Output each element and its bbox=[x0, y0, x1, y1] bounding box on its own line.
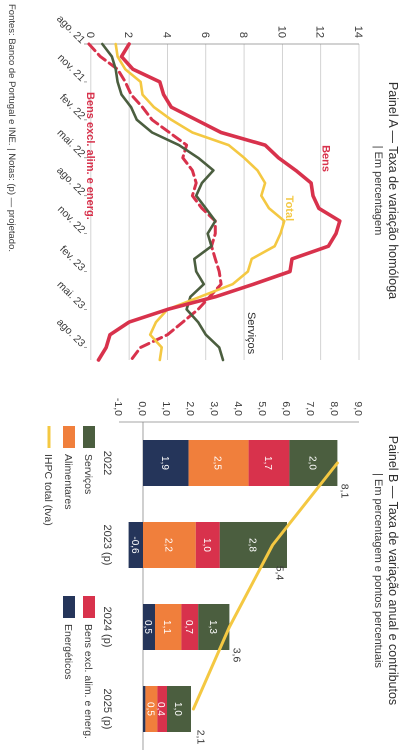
panel-b-bar-label: 1,1 bbox=[161, 620, 172, 634]
panel-a-y-tick-label: 6 bbox=[199, 32, 211, 38]
panel-b-y-tick-label: 8,0 bbox=[328, 401, 340, 416]
panel-b-legend-label: Serviços bbox=[82, 454, 94, 494]
panel-a-series-bens bbox=[96, 42, 342, 362]
panel-b-bar-label: 0,5 bbox=[142, 620, 153, 634]
panel-b-bar-label: 0,4 bbox=[155, 702, 166, 716]
panel-b-legend-swatch-energeticos bbox=[63, 596, 75, 618]
panel-b-bar-label: 1,0 bbox=[172, 702, 183, 716]
panel-a-x-tick-label: mai. 23 bbox=[55, 279, 88, 312]
panel-b-bar-label: 1,7 bbox=[262, 456, 273, 470]
panel-b-total-label: 5,4 bbox=[274, 566, 286, 581]
panel-b-bar-alimentares bbox=[143, 522, 196, 568]
panel-b-bar-label: 1,9 bbox=[159, 456, 170, 470]
panel-b-bar-label: 2,2 bbox=[162, 538, 173, 552]
footnote: Fontes: Banco de Portugal e INE. | Notas… bbox=[6, 4, 17, 253]
panel-b-x-tick-label: 2023 (p) bbox=[101, 525, 113, 566]
panel-b-y-tick-label: 4,0 bbox=[232, 401, 244, 416]
panel-b-x-tick-label: 2025 (p) bbox=[101, 689, 113, 730]
panel-b-subtitle: | Em percentagem e pontos percentuais bbox=[372, 473, 384, 668]
panel-b-bar-servicos bbox=[219, 522, 287, 568]
panel-a-series-servicos bbox=[101, 42, 225, 362]
panel-b-x-tick-label: 2024 (p) bbox=[101, 607, 113, 648]
panel-b-y-tick-label: 6,0 bbox=[280, 401, 292, 416]
panel-b-y-tick-label: 5,0 bbox=[256, 401, 268, 416]
panel-b-legend-swatch-servicos bbox=[83, 426, 95, 448]
panel-a-y-tick-label: 12 bbox=[314, 26, 326, 38]
panel-b-y-tick-label: 9,0 bbox=[352, 401, 364, 416]
panel-b-y-tick-label: 2,0 bbox=[184, 401, 196, 416]
panel-b-bar-label: 1,0 bbox=[201, 538, 212, 552]
panel-a-label-servicos: Serviços bbox=[245, 312, 257, 355]
panel-b-bar-bens_excl_bar bbox=[195, 522, 220, 568]
panel-b-bar-label: -0,6 bbox=[129, 536, 140, 554]
panel-b-bar-servicos bbox=[198, 604, 230, 650]
panel-a-x-tick-label: ago. 23 bbox=[54, 316, 87, 349]
panel-b-bar-bens_excl_bar bbox=[157, 686, 167, 732]
panel-a-label-bens-excl: Bens excl. alim. e energ. bbox=[84, 92, 96, 220]
panel-a-x-tick-label: ago. 21 bbox=[54, 13, 87, 46]
panel-b-legend-swatch-alimentares bbox=[63, 426, 75, 448]
panel-b-chart: -1,0 0,0 1,0 2,0 3,0 4,0 5,0 6,0 7,0 8,0 9,0 2022 20… bbox=[42, 398, 364, 750]
panel-b-bar-label: 1,3 bbox=[207, 620, 218, 634]
panel-b-title: Painel B — Taxa de variação anual e cont… bbox=[386, 435, 400, 706]
panel-b-y-tick-label: 1,0 bbox=[160, 401, 172, 416]
panel-b-total-label: 2,1 bbox=[194, 730, 206, 745]
panel-b-bar-alimentares bbox=[188, 440, 249, 486]
panel-b-bar-label: 0,7 bbox=[183, 620, 194, 634]
panel-b-legend-label: IHPC total (tva) bbox=[42, 454, 54, 526]
panel-a-y-tick-label: 14 bbox=[352, 26, 364, 38]
panel-b-y-tick-label: 0,0 bbox=[136, 401, 148, 416]
panel-b-legend-label: Energéticos bbox=[62, 624, 74, 679]
panel-a-label-bens: Bens bbox=[320, 145, 332, 172]
panel-b-bar-servicos bbox=[289, 440, 338, 486]
panel-b-bar-bens_excl_bar bbox=[248, 440, 290, 486]
panel-b-bar-energeticos bbox=[128, 522, 143, 568]
panel-b-bar-label: 2,8 bbox=[246, 538, 257, 552]
panel-b-legend-swatch-bens_excl_bar bbox=[83, 596, 95, 618]
panel-a-y-tick-label: 0 bbox=[84, 32, 96, 38]
panel-a-chart: 0 2 4 6 8 10 12 14 ago. 21 nov. 21 fev. 22 mai. 22 a… bbox=[54, 13, 364, 362]
panel-b-y-tick-label: -1,0 bbox=[112, 398, 124, 416]
panel-b-bar-energeticos bbox=[143, 440, 189, 486]
panel-a-x-tick-label: fev. 23 bbox=[57, 243, 87, 273]
panel-a-y-tick-label: 2 bbox=[122, 32, 134, 38]
panel-b-y-tick-label: 3,0 bbox=[208, 401, 220, 416]
panel-b-total-label: 8,1 bbox=[338, 484, 350, 499]
panel-a-y-tick-label: 4 bbox=[160, 32, 172, 38]
panel-a-x-tick-label: nov. 22 bbox=[55, 203, 87, 235]
panel-b-bar-bens_excl_bar bbox=[181, 604, 199, 650]
panel-a-x-tick-label: nov. 21 bbox=[55, 52, 87, 84]
panel-b-bar-servicos bbox=[167, 686, 191, 732]
panel-b-x-tick-label: 2022 bbox=[101, 451, 113, 475]
panel-b-bar-alimentares bbox=[145, 686, 158, 732]
panel-b-bar-label: 2,0 bbox=[306, 456, 317, 470]
panel-a-x-tick-label: mai. 22 bbox=[55, 127, 88, 160]
panel-a-y-tick-label: 10 bbox=[275, 26, 287, 38]
panel-b-bar-energeticos bbox=[143, 604, 155, 650]
panel-b-total-label: 3,6 bbox=[230, 648, 242, 663]
panel-a-subtitle: | Em percentagem bbox=[372, 145, 384, 236]
panel-a-series-bens_excl bbox=[87, 42, 223, 362]
panel-b-bar-energeticos bbox=[142, 686, 146, 732]
panel-b-legend-label: Bens excl. alim. e energ. bbox=[82, 624, 94, 739]
panel-b-bar-alimentares bbox=[154, 604, 182, 650]
panel-a-y-tick-label: 8 bbox=[237, 32, 249, 38]
panel-b-total-line bbox=[191, 461, 339, 711]
panel-a-x-tick-label: fev. 22 bbox=[57, 92, 87, 122]
panel-a-label-total: Total bbox=[283, 196, 295, 221]
panel-b-bar-label: 2,5 bbox=[212, 456, 223, 470]
panel-b-bar-label: 0,5 bbox=[144, 702, 155, 716]
panel-b-legend-label: Alimentares bbox=[62, 454, 74, 509]
panel-b-y-tick-label: 7,0 bbox=[304, 401, 316, 416]
panel-a-title: Painel A — Taxa de variação homóloga bbox=[386, 81, 400, 300]
panel-a-x-tick-label: ago. 22 bbox=[54, 165, 87, 198]
